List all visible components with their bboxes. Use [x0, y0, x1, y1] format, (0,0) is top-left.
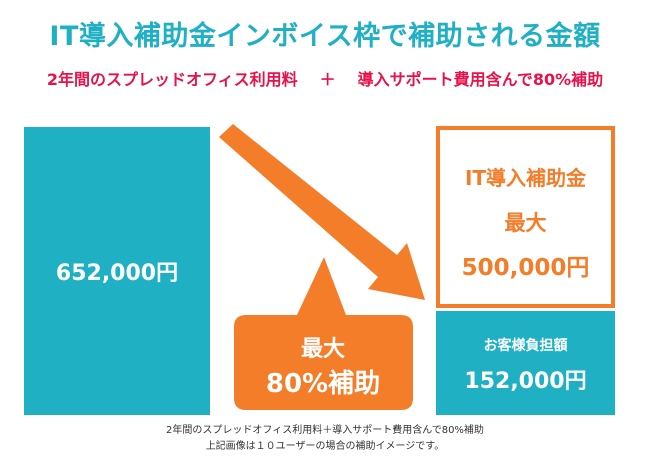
subtitle-left: 2年間のスプレッドオフィス利用料: [46, 70, 298, 89]
page-subtitle: 2年間のスプレッドオフィス利用料 ＋ 導入サポート費用含んで80%補助: [0, 66, 650, 90]
callout-percent-label: 80%補助: [265, 369, 381, 399]
callout-bubble: [234, 257, 413, 410]
footnote-2: 上記画像は１０ユーザーの場合の補助イメージです。: [205, 441, 445, 452]
subsidy-box: IT導入補助金 最大 500,000円: [436, 126, 615, 308]
customer-burden-label: お客様負担額: [483, 338, 568, 354]
customer-burden-box: お客様負担額 152,000円: [436, 311, 615, 415]
subsidy-label: IT導入補助金: [464, 166, 587, 190]
callout-max-label: 最大: [300, 337, 345, 362]
page-title: IT導入補助金インボイス枠で補助される金額: [49, 21, 601, 52]
diagonal-arrow-icon: [219, 124, 425, 300]
footnote-1: 2年間のスプレッドオフィス利用料＋導入サポート費用含んで80%補助: [166, 425, 484, 436]
subsidy-amount: 500,000円: [461, 255, 590, 281]
plus-sign: ＋: [319, 70, 336, 89]
subtitle-right: 導入サポート費用含んで80%補助: [357, 70, 604, 89]
customer-burden-amount: 152,000円: [464, 369, 587, 394]
total-cost-bar: 652,000円: [24, 127, 210, 415]
subsidy-max-label: 最大: [504, 211, 547, 235]
total-cost-amount: 652,000円: [55, 261, 179, 286]
